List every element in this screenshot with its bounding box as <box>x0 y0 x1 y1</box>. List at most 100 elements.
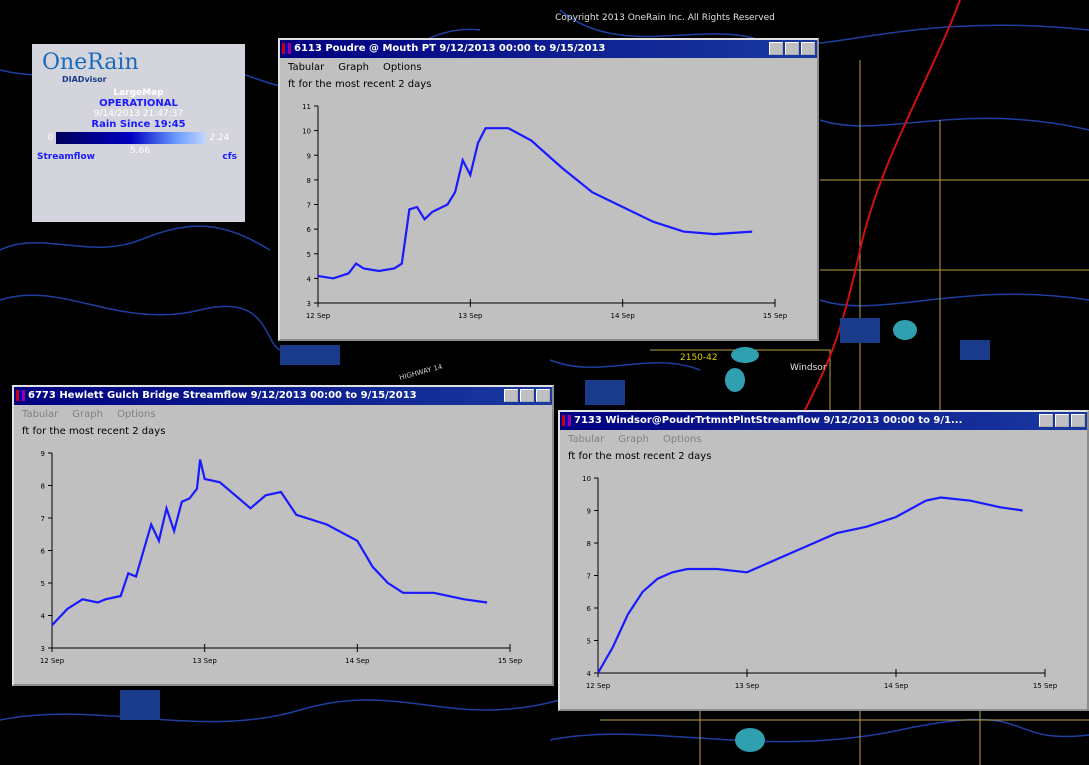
x-tick-label: 13 Sep <box>458 312 483 320</box>
y-tick-label: 10 <box>582 475 591 483</box>
menu-bar: Tabular Graph Options <box>280 58 817 77</box>
window-buttons <box>504 389 550 402</box>
chart: 3 4 5 6 7 8 9 10 11 12 Sep 13 Sep 14 Sep 15 Sep <box>280 92 815 325</box>
maximize-button[interactable] <box>785 42 799 55</box>
screen: 2150-42 Windsor HIGHWAY 14 Copyright 201… <box>0 0 1089 765</box>
y-tick-label: 8 <box>587 540 591 548</box>
y-tick-label: 7 <box>587 573 591 581</box>
x-tick-label: 13 Sep <box>193 657 218 665</box>
y-tick-label: 5 <box>41 580 45 588</box>
y-tick-label: 8 <box>307 177 311 185</box>
maximize-button[interactable] <box>520 389 534 402</box>
streamflow-unit: cfs <box>222 152 237 162</box>
y-tick-label: 8 <box>41 483 45 491</box>
menu-bar: Tabular Graph Options <box>14 405 552 424</box>
window: 6773 Hewlett Gulch Bridge Streamflow 9/1… <box>12 385 554 686</box>
title-bar: 6773 Hewlett Gulch Bridge Streamflow 9/1… <box>14 387 552 405</box>
y-tick-label: 10 <box>302 128 311 136</box>
chart-subtitle: ft for the most recent 2 days <box>280 77 817 92</box>
y-tick-label: 3 <box>41 645 45 653</box>
map-label: HIGHWAY 14 <box>398 363 443 382</box>
menu-item[interactable]: Options <box>117 409 156 420</box>
data-line <box>598 498 1023 674</box>
x-tick-label: 14 Sep <box>884 682 909 690</box>
color-bar <box>56 132 206 144</box>
logo: OneRain <box>32 50 245 75</box>
minimize-button[interactable] <box>1039 414 1053 427</box>
y-tick-label: 6 <box>41 548 46 556</box>
rain-label: Rain Since 19:45 <box>32 119 245 130</box>
data-line <box>318 128 752 278</box>
logo-sub: DIADvisor <box>32 75 245 84</box>
window-icon <box>562 415 571 426</box>
menu-item[interactable]: Graph <box>618 434 649 445</box>
x-tick-label: 12 Sep <box>306 312 331 320</box>
close-button[interactable] <box>1071 414 1085 427</box>
y-tick-label: 9 <box>307 152 311 160</box>
menu-item[interactable]: Tabular <box>22 409 58 420</box>
color-scale: 0 2.24 <box>32 132 245 144</box>
window-title: 7133 Windsor@PoudrTrtmntPlntStreamflow 9… <box>574 415 962 426</box>
copyright: Copyright 2013 OneRain Inc. All Rights R… <box>555 13 775 23</box>
minimize-button[interactable] <box>504 389 518 402</box>
x-tick-label: 13 Sep <box>735 682 760 690</box>
window-title: 6113 Poudre @ Mouth PT 9/12/2013 00:00 t… <box>294 43 605 54</box>
y-tick-label: 7 <box>41 515 45 523</box>
chart: 3 4 5 6 7 8 9 12 Sep 13 Sep 14 Sep 15 Sep <box>14 439 550 670</box>
y-tick-label: 6 <box>307 226 312 234</box>
title-bar: 7133 Windsor@PoudrTrtmntPlntStreamflow 9… <box>560 412 1087 430</box>
highway <box>800 0 960 420</box>
maximize-button[interactable] <box>1055 414 1069 427</box>
y-tick-label: 9 <box>587 508 591 516</box>
streamflow-value: 5.66 <box>130 146 150 156</box>
map-label: 2150-42 <box>680 353 718 363</box>
menu-item[interactable]: Graph <box>72 409 103 420</box>
scale-max: 2.24 <box>209 133 229 143</box>
map-label: Windsor <box>790 363 827 373</box>
timestamp: 9/14/2013 21:47:37 <box>32 109 245 119</box>
menu-item[interactable]: Options <box>383 62 422 73</box>
y-tick-label: 9 <box>41 450 45 458</box>
minimize-button[interactable] <box>769 42 783 55</box>
x-tick-label: 12 Sep <box>40 657 65 665</box>
window: 6113 Poudre @ Mouth PT 9/12/2013 00:00 t… <box>278 38 819 341</box>
streamflow-label: Streamflow <box>37 152 95 162</box>
close-button[interactable] <box>801 42 815 55</box>
menu-item[interactable]: Graph <box>338 62 369 73</box>
scale-min: 0 <box>48 133 54 143</box>
y-tick-label: 4 <box>587 670 592 678</box>
x-tick-label: 14 Sep <box>345 657 370 665</box>
window-buttons <box>1039 414 1085 427</box>
window-icon <box>16 390 25 401</box>
x-tick-label: 15 Sep <box>1033 682 1058 690</box>
y-tick-label: 5 <box>307 251 311 259</box>
chart-subtitle: ft for the most recent 2 days <box>560 449 1087 464</box>
y-tick-label: 4 <box>41 613 46 621</box>
x-tick-label: 15 Sep <box>763 312 788 320</box>
y-tick-label: 5 <box>587 638 591 646</box>
menu-item[interactable]: Options <box>663 434 702 445</box>
close-button[interactable] <box>536 389 550 402</box>
window-buttons <box>769 42 815 55</box>
chart-subtitle: ft for the most recent 2 days <box>14 424 552 439</box>
y-tick-label: 7 <box>307 202 311 210</box>
data-line <box>52 460 487 626</box>
map-name: LargeMap <box>32 88 245 98</box>
chart: 4 5 6 7 8 9 10 12 Sep 13 Sep 14 Sep 15 Sep <box>560 464 1085 695</box>
menu-item[interactable]: Tabular <box>288 62 324 73</box>
menu-item[interactable]: Tabular <box>568 434 604 445</box>
legend-panel: OneRain DIADvisor LargeMap OPERATIONAL 9… <box>32 44 245 222</box>
y-tick-label: 11 <box>302 103 311 111</box>
status: OPERATIONAL <box>32 98 245 109</box>
y-tick-label: 6 <box>587 605 592 613</box>
window-icon <box>282 43 291 54</box>
menu-bar: Tabular Graph Options <box>560 430 1087 449</box>
x-tick-label: 15 Sep <box>498 657 523 665</box>
y-tick-label: 4 <box>307 275 312 283</box>
title-bar: 6113 Poudre @ Mouth PT 9/12/2013 00:00 t… <box>280 40 817 58</box>
window: 7133 Windsor@PoudrTrtmntPlntStreamflow 9… <box>558 410 1089 711</box>
y-tick-label: 3 <box>307 300 311 308</box>
window-title: 6773 Hewlett Gulch Bridge Streamflow 9/1… <box>28 390 417 401</box>
x-tick-label: 12 Sep <box>586 682 611 690</box>
x-tick-label: 14 Sep <box>611 312 636 320</box>
